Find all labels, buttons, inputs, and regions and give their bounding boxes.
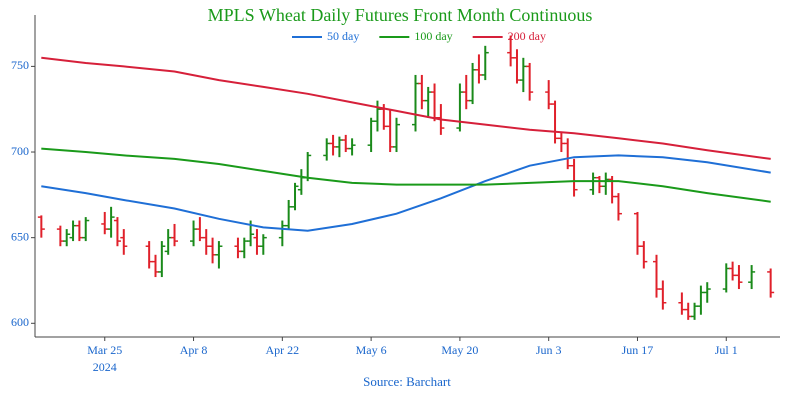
y-tick-label: 650 xyxy=(11,229,29,243)
x-tick-label: Apr 8 xyxy=(180,343,208,357)
moving-average-line xyxy=(41,154,771,232)
x-tick-label: Mar 25 xyxy=(87,343,122,357)
y-tick-label: 600 xyxy=(11,315,29,329)
y-tick-label: 700 xyxy=(11,144,29,158)
x-tick-label: Jul 1 xyxy=(715,343,738,357)
x-tick-label: Jun 3 xyxy=(536,343,562,357)
moving-average-line xyxy=(41,147,771,203)
legend-label: 200 day xyxy=(508,29,546,43)
legend-label: 50 day xyxy=(327,29,359,43)
y-tick-label: 750 xyxy=(11,58,29,72)
source-note: Source: Barchart xyxy=(363,374,451,389)
moving-average-line xyxy=(41,56,771,160)
year-label: 2024 xyxy=(93,360,117,374)
x-tick-label: May 20 xyxy=(441,343,478,357)
x-tick-label: Apr 22 xyxy=(265,343,299,357)
x-tick-label: Jun 17 xyxy=(622,343,654,357)
chart-title: MPLS Wheat Daily Futures Front Month Con… xyxy=(208,5,593,25)
x-tick-label: May 6 xyxy=(356,343,387,357)
legend-label: 100 day xyxy=(414,29,452,43)
